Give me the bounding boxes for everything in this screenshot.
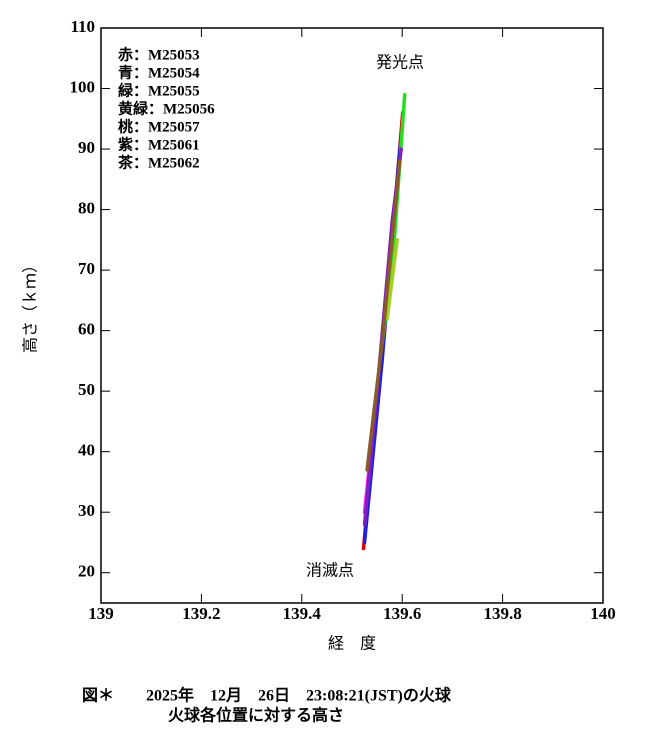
legend-entry: 茶：M25062 <box>118 153 200 171</box>
legend-entry: 黄緑：M25056 <box>118 99 215 117</box>
y-tick-label: 40 <box>78 441 95 460</box>
legend-entry: 紫：M25061 <box>118 136 200 153</box>
y-tick-label: 100 <box>70 77 96 96</box>
y-tick-label: 80 <box>78 198 95 217</box>
legend-entry: 赤：M25053 <box>118 45 200 63</box>
x-tick-label: 140 <box>590 604 616 623</box>
plot-frame <box>100 27 604 604</box>
x-axis-label: 経 度 <box>328 635 376 653</box>
annotation: 発光点 <box>376 54 424 72</box>
y-tick-label: 90 <box>78 138 95 157</box>
y-tick-label: 20 <box>78 562 95 581</box>
y-tick-label: 50 <box>78 380 95 399</box>
legend-entry: 緑：M25055 <box>118 81 200 99</box>
series-line <box>385 238 399 321</box>
caption: 図＊ 2025年 12月 26日 23:08:21(JST)の火球 <box>82 686 452 705</box>
y-tick-label: 70 <box>78 259 95 278</box>
legend-entry: 桃：M25057 <box>118 117 200 135</box>
y-tick-label: 110 <box>70 17 95 36</box>
series-line <box>365 159 402 472</box>
annotation: 消滅点 <box>306 562 354 580</box>
legend-entry: 青：M25054 <box>118 63 200 81</box>
y-axis-label: 高さ（ｋｍ） <box>22 257 40 353</box>
x-tick-label: 139 <box>88 604 114 623</box>
x-tick-label: 139.8 <box>483 604 521 623</box>
x-tick-label: 139.2 <box>182 604 220 623</box>
x-tick-label: 139.4 <box>283 604 322 623</box>
caption: 火球各位置に対する高さ <box>168 706 344 725</box>
y-tick-label: 60 <box>78 320 95 339</box>
y-tick-label: 30 <box>78 501 95 520</box>
x-tick-label: 139.6 <box>383 604 421 623</box>
